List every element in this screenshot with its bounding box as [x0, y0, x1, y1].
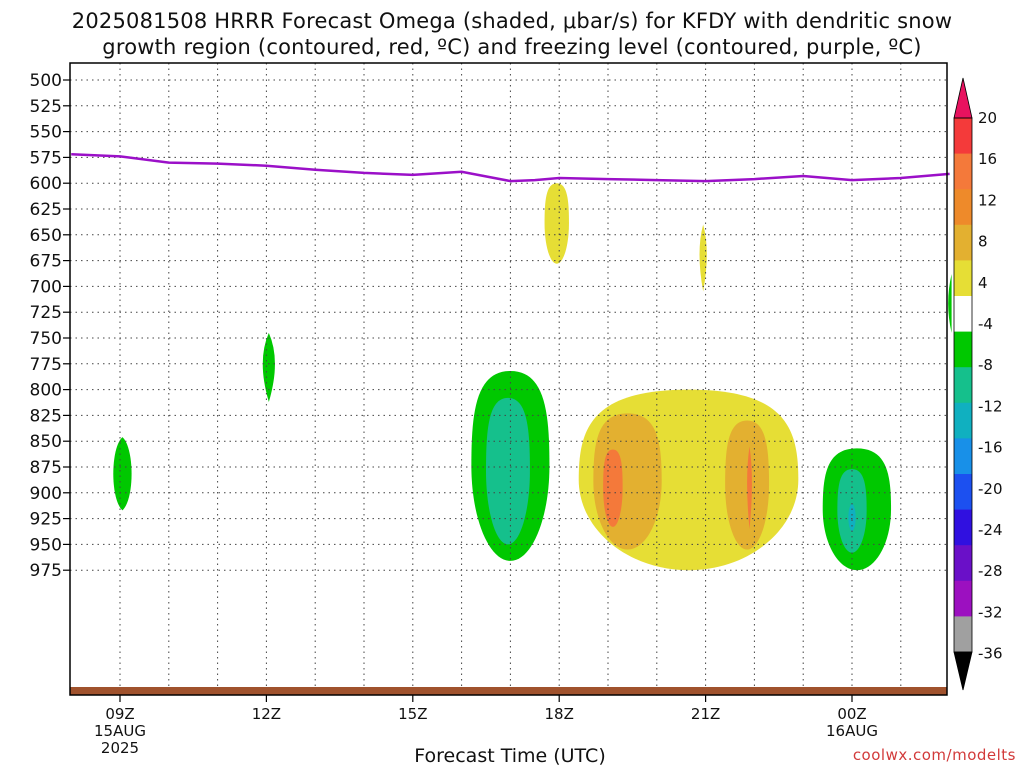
colorbar-band-1 [954, 153, 972, 190]
colorbar-top-arrow [953, 77, 973, 119]
colorbar-band-10 [954, 474, 972, 511]
grid-lines [70, 63, 947, 695]
colorbar-label-6: -8 [978, 356, 993, 374]
colorbar-label-9: -20 [978, 480, 1003, 498]
colorbar: 20 16 12 8 4 -4 -8 -12 -16 -20 -24 -28 -32 -36 [953, 77, 1003, 691]
y-axis-ticks: 500 525 550 575 600 625 650 675 700 725 750 775 800 8… [30, 71, 70, 581]
y-tick-label-19: 975 [30, 561, 62, 581]
y-tick-label-12: 800 [30, 381, 62, 401]
colorbar-label-10: -24 [978, 521, 1003, 539]
colorbar-label-3: 8 [978, 233, 988, 251]
y-tick-label-17: 925 [30, 510, 62, 530]
x-tick-label-5: 00Z [837, 705, 866, 723]
y-tick-label-8: 700 [30, 277, 62, 297]
x-tick-label-1: 12Z [252, 705, 281, 723]
x-axis-label: Forecast Time (UTC) [414, 745, 606, 767]
colorbar-band-12 [954, 545, 972, 582]
colorbar-label-1: 16 [978, 150, 997, 168]
omega-region-1 [262, 332, 275, 402]
y-tick-label-6: 650 [30, 226, 62, 246]
y-tick-label-18: 950 [30, 535, 62, 555]
y-tick-label-2: 550 [30, 123, 62, 143]
y-tick-label-9: 725 [30, 303, 62, 323]
colorbar-label-11: -28 [978, 562, 1003, 580]
plot-border [69, 62, 948, 696]
freezing-level-line [71, 153, 950, 183]
colorbar-label-0: 20 [978, 109, 997, 127]
freezing-level-contour [71, 153, 950, 183]
omega-region-5 [699, 224, 707, 292]
y-tick-label-13: 825 [30, 406, 62, 426]
x-tick-year-0: 2025 [101, 739, 139, 757]
y-tick-label-10: 750 [30, 329, 62, 349]
ground-bar [70, 687, 947, 695]
omega-region-11 [747, 446, 752, 529]
colorbar-band-4 [954, 260, 972, 297]
colorbar-label-5: -4 [978, 315, 993, 333]
colorbar-border [953, 117, 973, 653]
x-tick-label-4: 21Z [691, 705, 720, 723]
y-tick-label-14: 850 [30, 432, 62, 452]
omega-region-14 [848, 503, 856, 533]
x-tick-label-3: 18Z [545, 705, 574, 723]
y-tick-label-3: 575 [30, 148, 62, 168]
omega-region-9 [603, 449, 623, 527]
y-tick-label-11: 775 [30, 355, 62, 375]
colorbar-label-12: -32 [978, 603, 1003, 621]
colorbar-band-2 [954, 189, 972, 226]
colorbar-band-7 [954, 367, 972, 404]
colorbar-label-7: -12 [978, 397, 1003, 415]
title-line-2: growth region (contoured, red, ºC) and f… [102, 35, 922, 59]
x-tick-date-5: 16AUG [826, 722, 878, 740]
y-tick-label-15: 875 [30, 458, 62, 478]
colorbar-label-2: 12 [978, 191, 997, 209]
colorbar-band-13 [954, 580, 972, 617]
y-tick-label-0: 500 [30, 71, 62, 91]
x-tick-date-0: 15AUG [94, 722, 146, 740]
colorbar-band-3 [954, 224, 972, 261]
colorbar-label-4: 4 [978, 274, 988, 292]
colorbar-band-14 [954, 616, 972, 653]
colorbar-band-8 [954, 402, 972, 439]
ground-surface [70, 687, 947, 695]
x-tick-label-0: 09Z [105, 705, 134, 723]
colorbar-band-5 [954, 296, 972, 333]
plot-frame [69, 62, 948, 696]
credit-link[interactable]: coolwx.com/modelts [852, 746, 1016, 764]
colorbar-bottom-arrow [953, 651, 973, 691]
colorbar-band-9 [954, 438, 972, 475]
omega-region-0 [113, 437, 132, 511]
y-tick-label-7: 675 [30, 252, 62, 272]
colorbar-band-6 [954, 331, 972, 368]
colorbar-band-0 [954, 118, 972, 155]
omega-region-3 [486, 397, 530, 545]
y-tick-label-1: 525 [30, 97, 62, 117]
omega-region-4 [544, 183, 569, 264]
colorbar-band-11 [954, 509, 972, 546]
title-line-1: 2025081508 HRRR Forecast Omega (shaded, … [71, 9, 953, 33]
colorbar-label-13: -36 [978, 645, 1003, 663]
chart-title: 2025081508 HRRR Forecast Omega (shaded, … [0, 8, 1024, 60]
y-tick-label-5: 625 [30, 200, 62, 220]
x-tick-label-2: 15Z [398, 705, 427, 723]
y-tick-label-4: 600 [30, 174, 62, 194]
omega-region-10 [725, 420, 770, 550]
y-tick-label-16: 900 [30, 484, 62, 504]
omega-region-6 [948, 274, 952, 333]
colorbar-label-8: -16 [978, 439, 1003, 457]
